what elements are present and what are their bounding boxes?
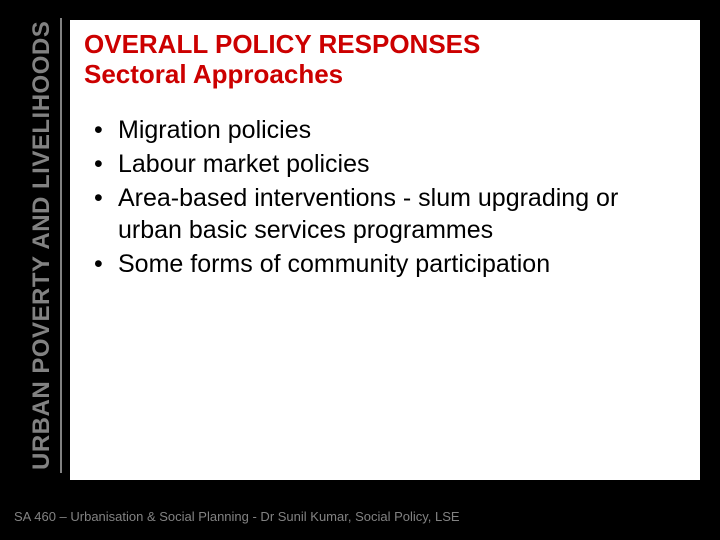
slide-heading: OVERALL POLICY RESPONSES Sectoral Approa… [70, 20, 700, 96]
slide-body: Migration policies Labour market policie… [70, 96, 700, 292]
slide-footer: SA 460 – Urbanisation & Social Planning … [14, 509, 460, 524]
bullet-list: Migration policies Labour market policie… [92, 114, 678, 280]
heading-line-2: Sectoral Approaches [84, 60, 686, 90]
bullet-item: Labour market policies [92, 148, 678, 180]
bullet-item: Migration policies [92, 114, 678, 146]
sidebar-divider-line [60, 18, 62, 473]
sidebar-vertical-title: URBAN POVERTY AND LIVELIHOODS [28, 21, 56, 470]
heading-line-1: OVERALL POLICY RESPONSES [84, 30, 686, 60]
bullet-item: Some forms of community participation [92, 248, 678, 280]
bullet-item: Area-based interventions - slum upgradin… [92, 182, 678, 246]
content-panel: OVERALL POLICY RESPONSES Sectoral Approa… [70, 20, 700, 480]
